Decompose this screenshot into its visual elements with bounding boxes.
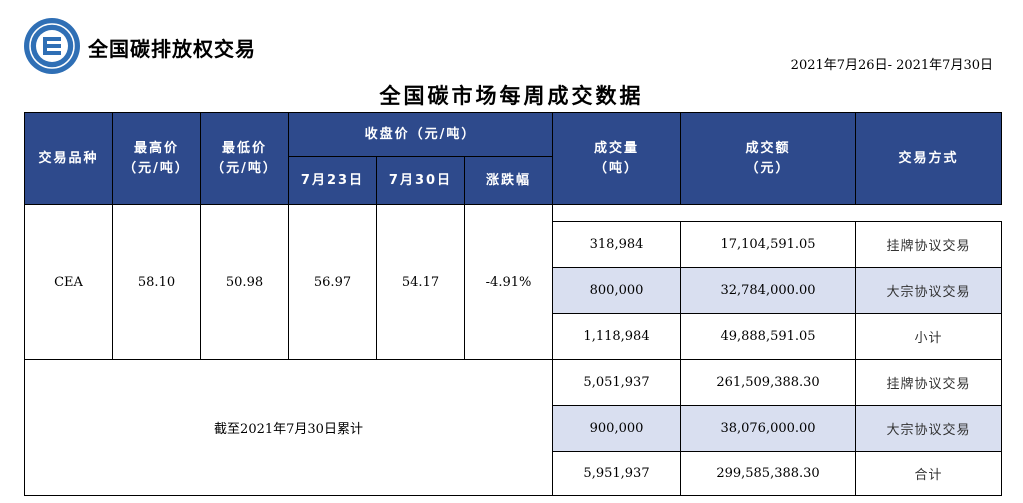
volume-cell: 800,000 (552, 267, 682, 314)
amount-cell: 17,104,591.05 (680, 221, 857, 268)
table-row: 5,951,937 299,585,388.30 合计 (25, 451, 1003, 496)
mode-cell: 大宗协议交易 (855, 267, 1003, 314)
mode-cell: 挂牌协议交易 (855, 359, 1003, 406)
mode-cell: 合计 (855, 451, 1003, 496)
mode-cell: 挂牌协议交易 (855, 221, 1003, 268)
volume-cell: 900,000 (552, 405, 682, 452)
header-close-curr: 7月30日 (376, 156, 465, 205)
weekly-trade-table: 交易品种 最高价 （元/吨） 最低价 （元/吨） 收盘价（元/吨） 成交量 （吨） 成… (23, 112, 1003, 496)
volume-cell: 318,984 (552, 221, 682, 268)
header-volume: 成交量 （吨） (552, 112, 682, 205)
amount-cell: 261,509,388.30 (680, 359, 857, 406)
header-high: 最高价 （元/吨） (112, 112, 201, 205)
close-prev-cell: 56.97 (288, 204, 377, 360)
amount-cell: 32,784,000.00 (680, 267, 857, 314)
date-range: 2021年7月26日- 2021年7月30日 (790, 58, 993, 73)
table-row: 800,000 32,784,000.00 大宗协议交易 (25, 267, 1003, 314)
high-price-cell: 58.10 (112, 204, 201, 360)
cumulative-label: 截至2021年7月30日累计 (23, 359, 554, 496)
page-title: 全国碳市场每周成交数据 (379, 83, 644, 108)
header-amount: 成交额 （元） (680, 112, 857, 205)
header-close-prev: 7月23日 (288, 156, 377, 205)
change-cell: -4.91% (463, 204, 554, 360)
table-row: 900,000 38,076,000.00 大宗协议交易 (25, 405, 1003, 452)
table-row: 截至2021年7月30日累计 5,051,937 261,509,388.30 … (23, 359, 1003, 496)
logo-icon (24, 18, 80, 74)
low-price-cell: 50.98 (200, 204, 289, 360)
amount-cell: 38,076,000.00 (680, 405, 857, 452)
volume-cell: 5,951,937 (552, 451, 682, 496)
volume-cell: 5,051,937 (552, 359, 682, 406)
mode-cell: 小计 (855, 313, 1003, 360)
amount-cell: 299,585,388.30 (680, 451, 857, 496)
volume-cell: 1,118,984 (552, 313, 682, 360)
mode-cell: 大宗协议交易 (855, 405, 1003, 452)
table-row: 1,118,984 49,888,591.05 小计 (25, 313, 1003, 360)
header-low: 最低价 （元/吨） (200, 112, 289, 205)
header-close: 收盘价（元/吨） (287, 112, 554, 157)
header-mode: 交易方式 (855, 112, 1003, 205)
brand-name: 全国碳排放权交易 (88, 37, 256, 61)
amount-cell: 49,888,591.05 (680, 313, 857, 360)
product-cell: CEA (24, 204, 113, 360)
header-product: 交易品种 (24, 112, 113, 205)
header-change: 涨跌幅 (463, 156, 554, 205)
close-curr-cell: 54.17 (376, 204, 465, 360)
